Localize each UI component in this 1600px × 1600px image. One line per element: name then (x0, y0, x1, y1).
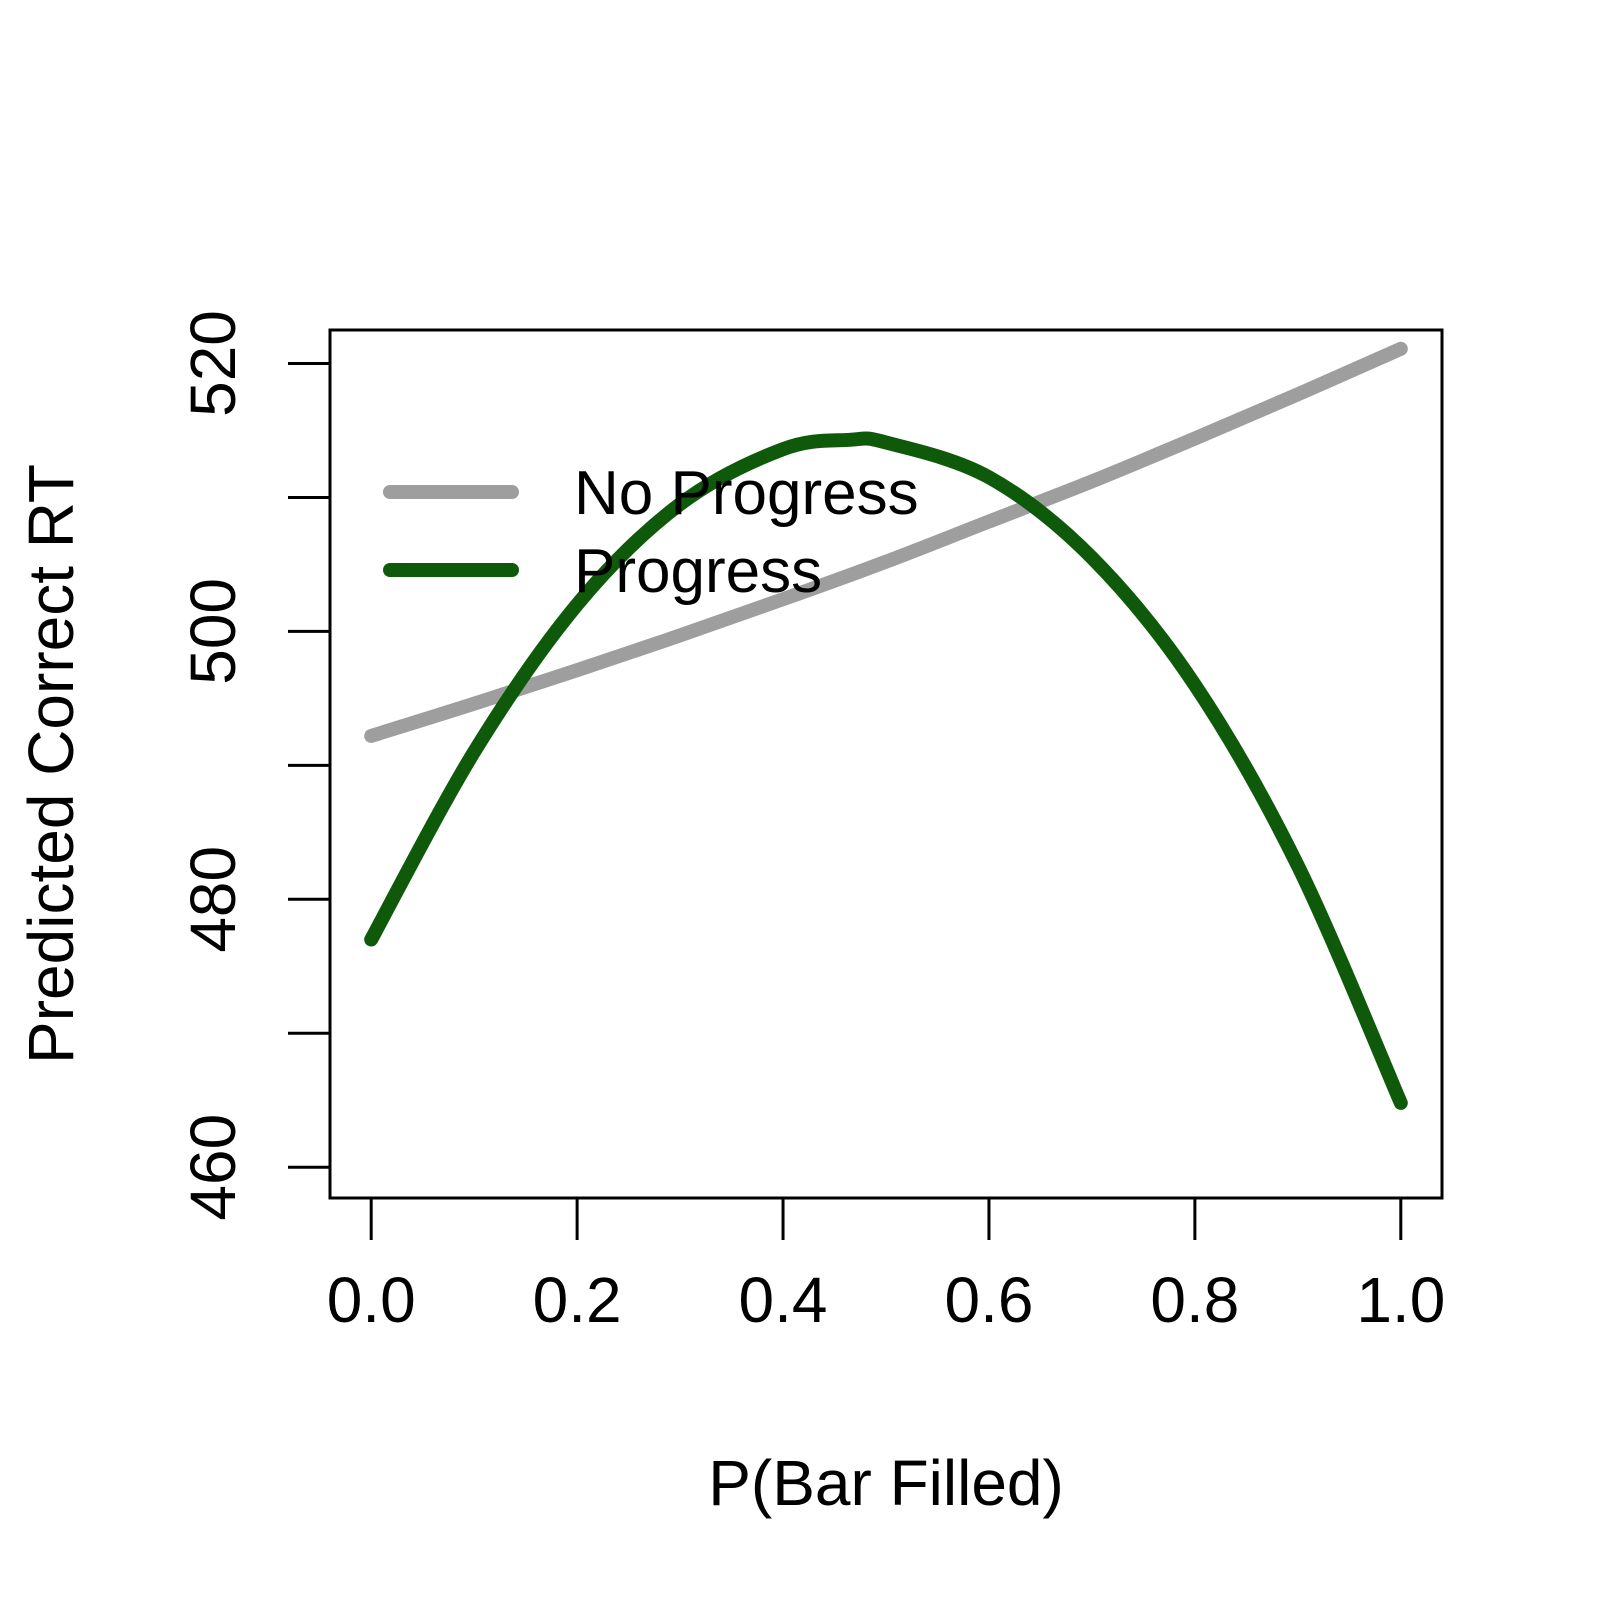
y-axis-label: Predicted Correct RT (15, 464, 87, 1064)
x-tick-label: 0.8 (1150, 1264, 1239, 1336)
x-axis: 0.0 0.2 0.4 0.6 0.8 1.0 (327, 1196, 1445, 1336)
y-tick-label: 480 (177, 846, 249, 953)
x-tick-label: 0.0 (327, 1264, 416, 1336)
y-tick-label: 460 (177, 1114, 249, 1221)
legend-label-progress: Progress (574, 537, 822, 606)
y-axis: 460 480 500 520 (177, 310, 332, 1221)
series-layer (364, 341, 1408, 1110)
x-tick-label: 0.4 (739, 1264, 828, 1336)
x-tick-label: 0.6 (944, 1264, 1033, 1336)
series-line-progress (364, 431, 1408, 1110)
x-axis-label: P(Bar Filled) (708, 1447, 1064, 1519)
series-line-no-progress (364, 341, 1408, 743)
y-tick-label: 500 (177, 578, 249, 685)
x-tick-label: 1.0 (1356, 1264, 1445, 1336)
x-tick-label: 0.2 (533, 1264, 622, 1336)
legend-label-no-progress: No Progress (574, 459, 919, 528)
legend: No Progress Progress (383, 459, 919, 606)
y-tick-label: 520 (177, 310, 249, 417)
